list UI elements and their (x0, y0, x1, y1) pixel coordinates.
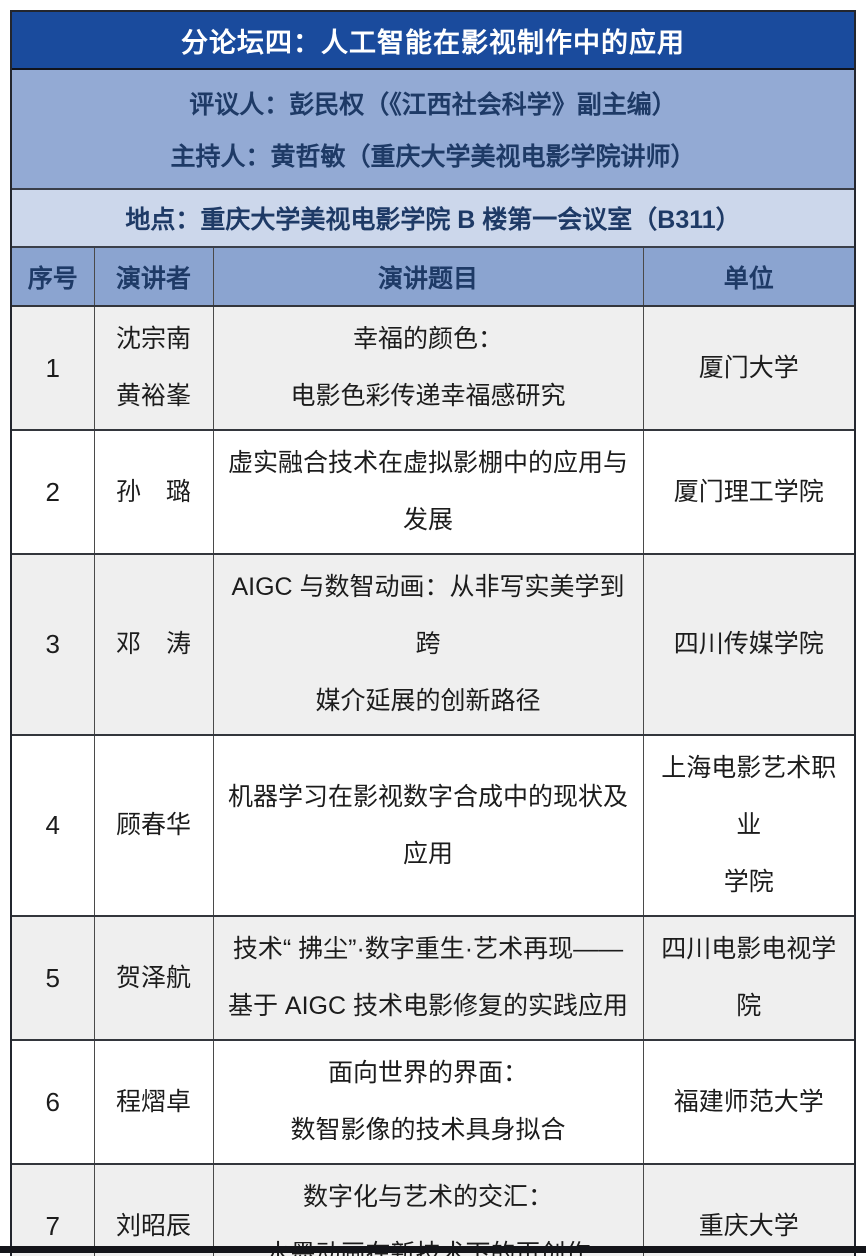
affiliation-name: 厦门理工学院 (642, 429, 854, 555)
speaker-name: 沈宗南 黄裕峯 (93, 305, 214, 431)
talk-title: 数字化与艺术的交汇： 水墨动画在新技术下的再创作 (212, 1163, 644, 1256)
affiliation-name: 四川传媒学院 (642, 553, 854, 736)
speaker-name: 程熠卓 (93, 1039, 214, 1165)
session-table: 序号 演讲者 演讲题目 单位 1 沈宗南 黄裕峯 幸福的颜色： 电影色彩传递幸福… (12, 248, 854, 1256)
speaker-name: 孙 璐 (93, 429, 214, 555)
col-header-affiliation: 单位 (642, 248, 854, 307)
row-number: 1 (12, 305, 95, 431)
talk-title: 幸福的颜色： 电影色彩传递幸福感研究 (212, 305, 644, 431)
col-header-no: 序号 (12, 248, 95, 307)
speaker-name: 刘昭辰 (93, 1163, 214, 1256)
affiliation-name: 厦门大学 (642, 305, 854, 431)
col-header-speaker: 演讲者 (93, 248, 214, 307)
session-sheet: 分论坛四：人工智能在影视制作中的应用 评议人：彭民权（《江西社会科学》副主编） … (10, 10, 856, 1256)
reviewer-line: 评议人：彭民权（《江西社会科学》副主编） (189, 91, 677, 120)
affiliation-name: 四川电影电视学院 (642, 915, 854, 1041)
affiliation-name: 上海电影艺术职业 学院 (642, 734, 854, 917)
row-number: 4 (12, 734, 95, 917)
talk-title: 技术“ 拂尘”·数字重生·艺术再现—— 基于 AIGC 技术电影修复的实践应用 (212, 915, 644, 1041)
table-row: 5 贺泽航 技术“ 拂尘”·数字重生·艺术再现—— 基于 AIGC 技术电影修复… (12, 915, 854, 1041)
bottom-divider-rule (0, 1246, 866, 1253)
col-header-talk-title: 演讲题目 (212, 248, 644, 307)
speaker-name: 顾春华 (93, 734, 214, 917)
speaker-name: 邓 涛 (93, 553, 214, 736)
table-row: 1 沈宗南 黄裕峯 幸福的颜色： 电影色彩传递幸福感研究 厦门大学 (12, 305, 854, 431)
row-number: 7 (12, 1163, 95, 1256)
session-table-body: 1 沈宗南 黄裕峯 幸福的颜色： 电影色彩传递幸福感研究 厦门大学 2 孙 璐 … (12, 305, 854, 1256)
affiliation-name: 福建师范大学 (642, 1039, 854, 1165)
speaker-name: 贺泽航 (93, 915, 214, 1041)
talk-title: 机器学习在影视数字合成中的现状及 应用 (212, 734, 644, 917)
row-number: 5 (12, 915, 95, 1041)
people-band: 评议人：彭民权（《江西社会科学》副主编） 主持人：黄哲敏（重庆大学美视电影学院讲… (12, 70, 854, 190)
row-number: 3 (12, 553, 95, 736)
table-row: 2 孙 璐 虚实融合技术在虚拟影棚中的应用与 发展 厦门理工学院 (12, 429, 854, 555)
talk-title: 虚实融合技术在虚拟影棚中的应用与 发展 (212, 429, 644, 555)
location-band: 地点：重庆大学美视电影学院 B 楼第一会议室（B311） (12, 190, 854, 248)
table-header-row: 序号 演讲者 演讲题目 单位 (12, 248, 854, 307)
session-title: 分论坛四：人工智能在影视制作中的应用 (181, 27, 685, 58)
row-number: 2 (12, 429, 95, 555)
session-title-bar: 分论坛四：人工智能在影视制作中的应用 (12, 12, 854, 70)
talk-title: 面向世界的界面： 数智影像的技术具身拟合 (212, 1039, 644, 1165)
talk-title: AIGC 与数智动画：从非写实美学到跨 媒介延展的创新路径 (212, 553, 644, 736)
affiliation-name: 重庆大学 (642, 1163, 854, 1256)
location-line: 地点：重庆大学美视电影学院 B 楼第一会议室（B311） (125, 206, 741, 234)
table-row: 7 刘昭辰 数字化与艺术的交汇： 水墨动画在新技术下的再创作 重庆大学 (12, 1163, 854, 1256)
host-line: 主持人：黄哲敏（重庆大学美视电影学院讲师） (170, 142, 696, 171)
table-row: 4 顾春华 机器学习在影视数字合成中的现状及 应用 上海电影艺术职业 学院 (12, 734, 854, 917)
row-number: 6 (12, 1039, 95, 1165)
table-row: 3 邓 涛 AIGC 与数智动画：从非写实美学到跨 媒介延展的创新路径 四川传媒… (12, 553, 854, 736)
table-row: 6 程熠卓 面向世界的界面： 数智影像的技术具身拟合 福建师范大学 (12, 1039, 854, 1165)
